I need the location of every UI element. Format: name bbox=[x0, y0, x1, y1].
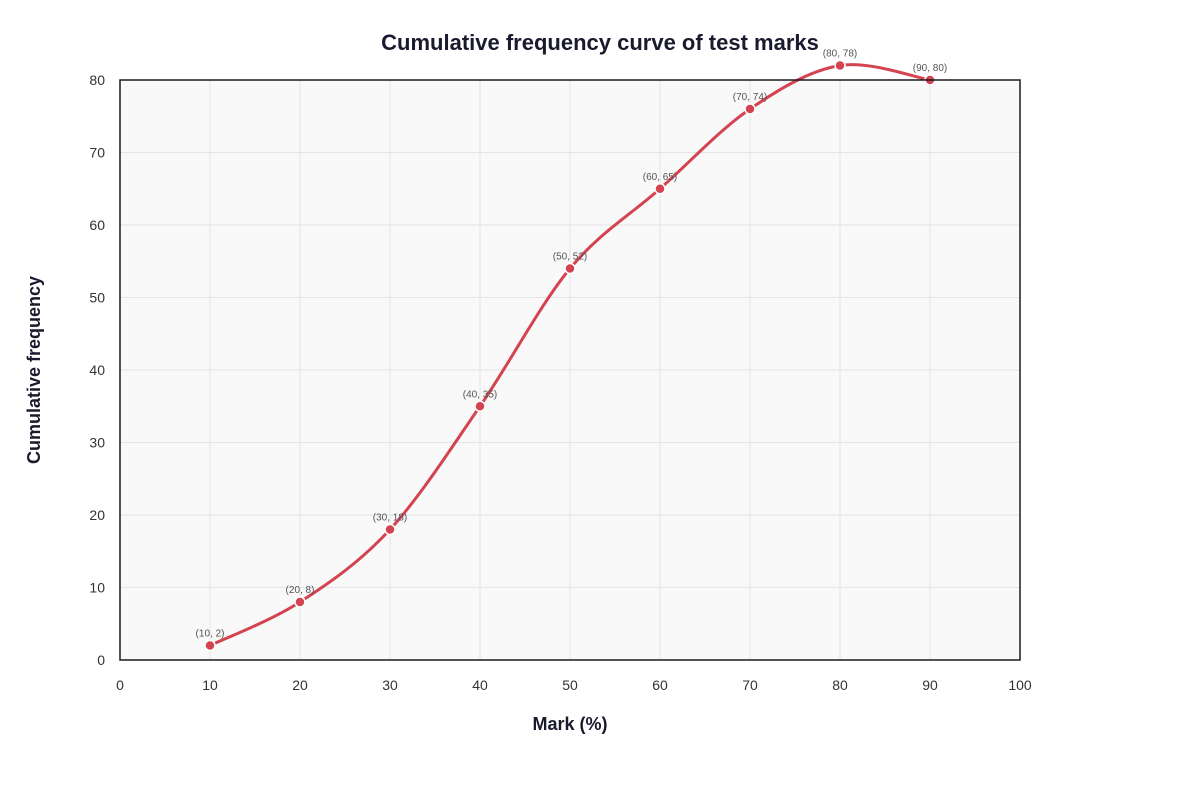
y-tick-label: 30 bbox=[89, 435, 105, 451]
x-axis-ticks: 0 10 20 30 40 50 60 70 80 90 100 bbox=[116, 677, 1032, 693]
y-tick-label: 10 bbox=[89, 580, 105, 596]
x-tick-label: 80 bbox=[832, 677, 848, 693]
data-point bbox=[204, 639, 216, 652]
data-point-label: (30, 18) bbox=[373, 513, 407, 524]
y-tick-label: 70 bbox=[89, 145, 105, 161]
y-tick-label: 80 bbox=[89, 72, 105, 88]
x-tick-label: 20 bbox=[292, 677, 308, 693]
y-tick-label: 40 bbox=[89, 362, 105, 378]
x-tick-label: 10 bbox=[202, 677, 218, 693]
plot-frame bbox=[119, 79, 1021, 661]
data-point-label: (20, 8) bbox=[286, 585, 315, 596]
x-tick-label: 40 bbox=[472, 677, 488, 693]
x-tick-label: 90 bbox=[922, 677, 938, 693]
data-point-label: (50, 52) bbox=[553, 252, 587, 263]
data-point bbox=[744, 103, 756, 115]
x-axis-label: Mark (%) bbox=[532, 714, 607, 734]
data-point bbox=[564, 262, 576, 275]
y-axis-label: Cumulative frequency bbox=[24, 276, 44, 464]
data-point bbox=[384, 523, 396, 536]
data-point-label: (90, 80) bbox=[913, 63, 947, 74]
y-tick-label: 50 bbox=[89, 290, 105, 306]
data-point-label: (60, 65) bbox=[643, 172, 677, 183]
y-tick-label: 60 bbox=[89, 217, 105, 233]
chart-title: Cumulative frequency curve of test marks bbox=[381, 30, 819, 55]
x-tick-label: 60 bbox=[652, 677, 668, 693]
grid bbox=[120, 80, 1020, 660]
data-point bbox=[294, 596, 306, 608]
x-tick-label: 0 bbox=[116, 677, 124, 693]
data-point bbox=[834, 59, 846, 72]
y-tick-label: 20 bbox=[89, 507, 105, 523]
x-tick-label: 30 bbox=[382, 677, 398, 693]
x-tick-label: 50 bbox=[562, 677, 578, 693]
x-tick-label: 100 bbox=[1008, 677, 1032, 693]
data-point-label: (40, 35) bbox=[463, 389, 497, 400]
data-point-label: (80, 78) bbox=[823, 49, 857, 60]
y-axis-ticks: 0 10 20 30 40 50 60 70 80 bbox=[89, 72, 105, 668]
data-point bbox=[654, 183, 666, 195]
data-point-label: (70, 74) bbox=[733, 92, 767, 103]
y-tick-label: 0 bbox=[97, 652, 105, 668]
data-point bbox=[474, 400, 486, 412]
x-tick-label: 70 bbox=[742, 677, 758, 693]
data-point-label: (10, 2) bbox=[196, 629, 225, 640]
